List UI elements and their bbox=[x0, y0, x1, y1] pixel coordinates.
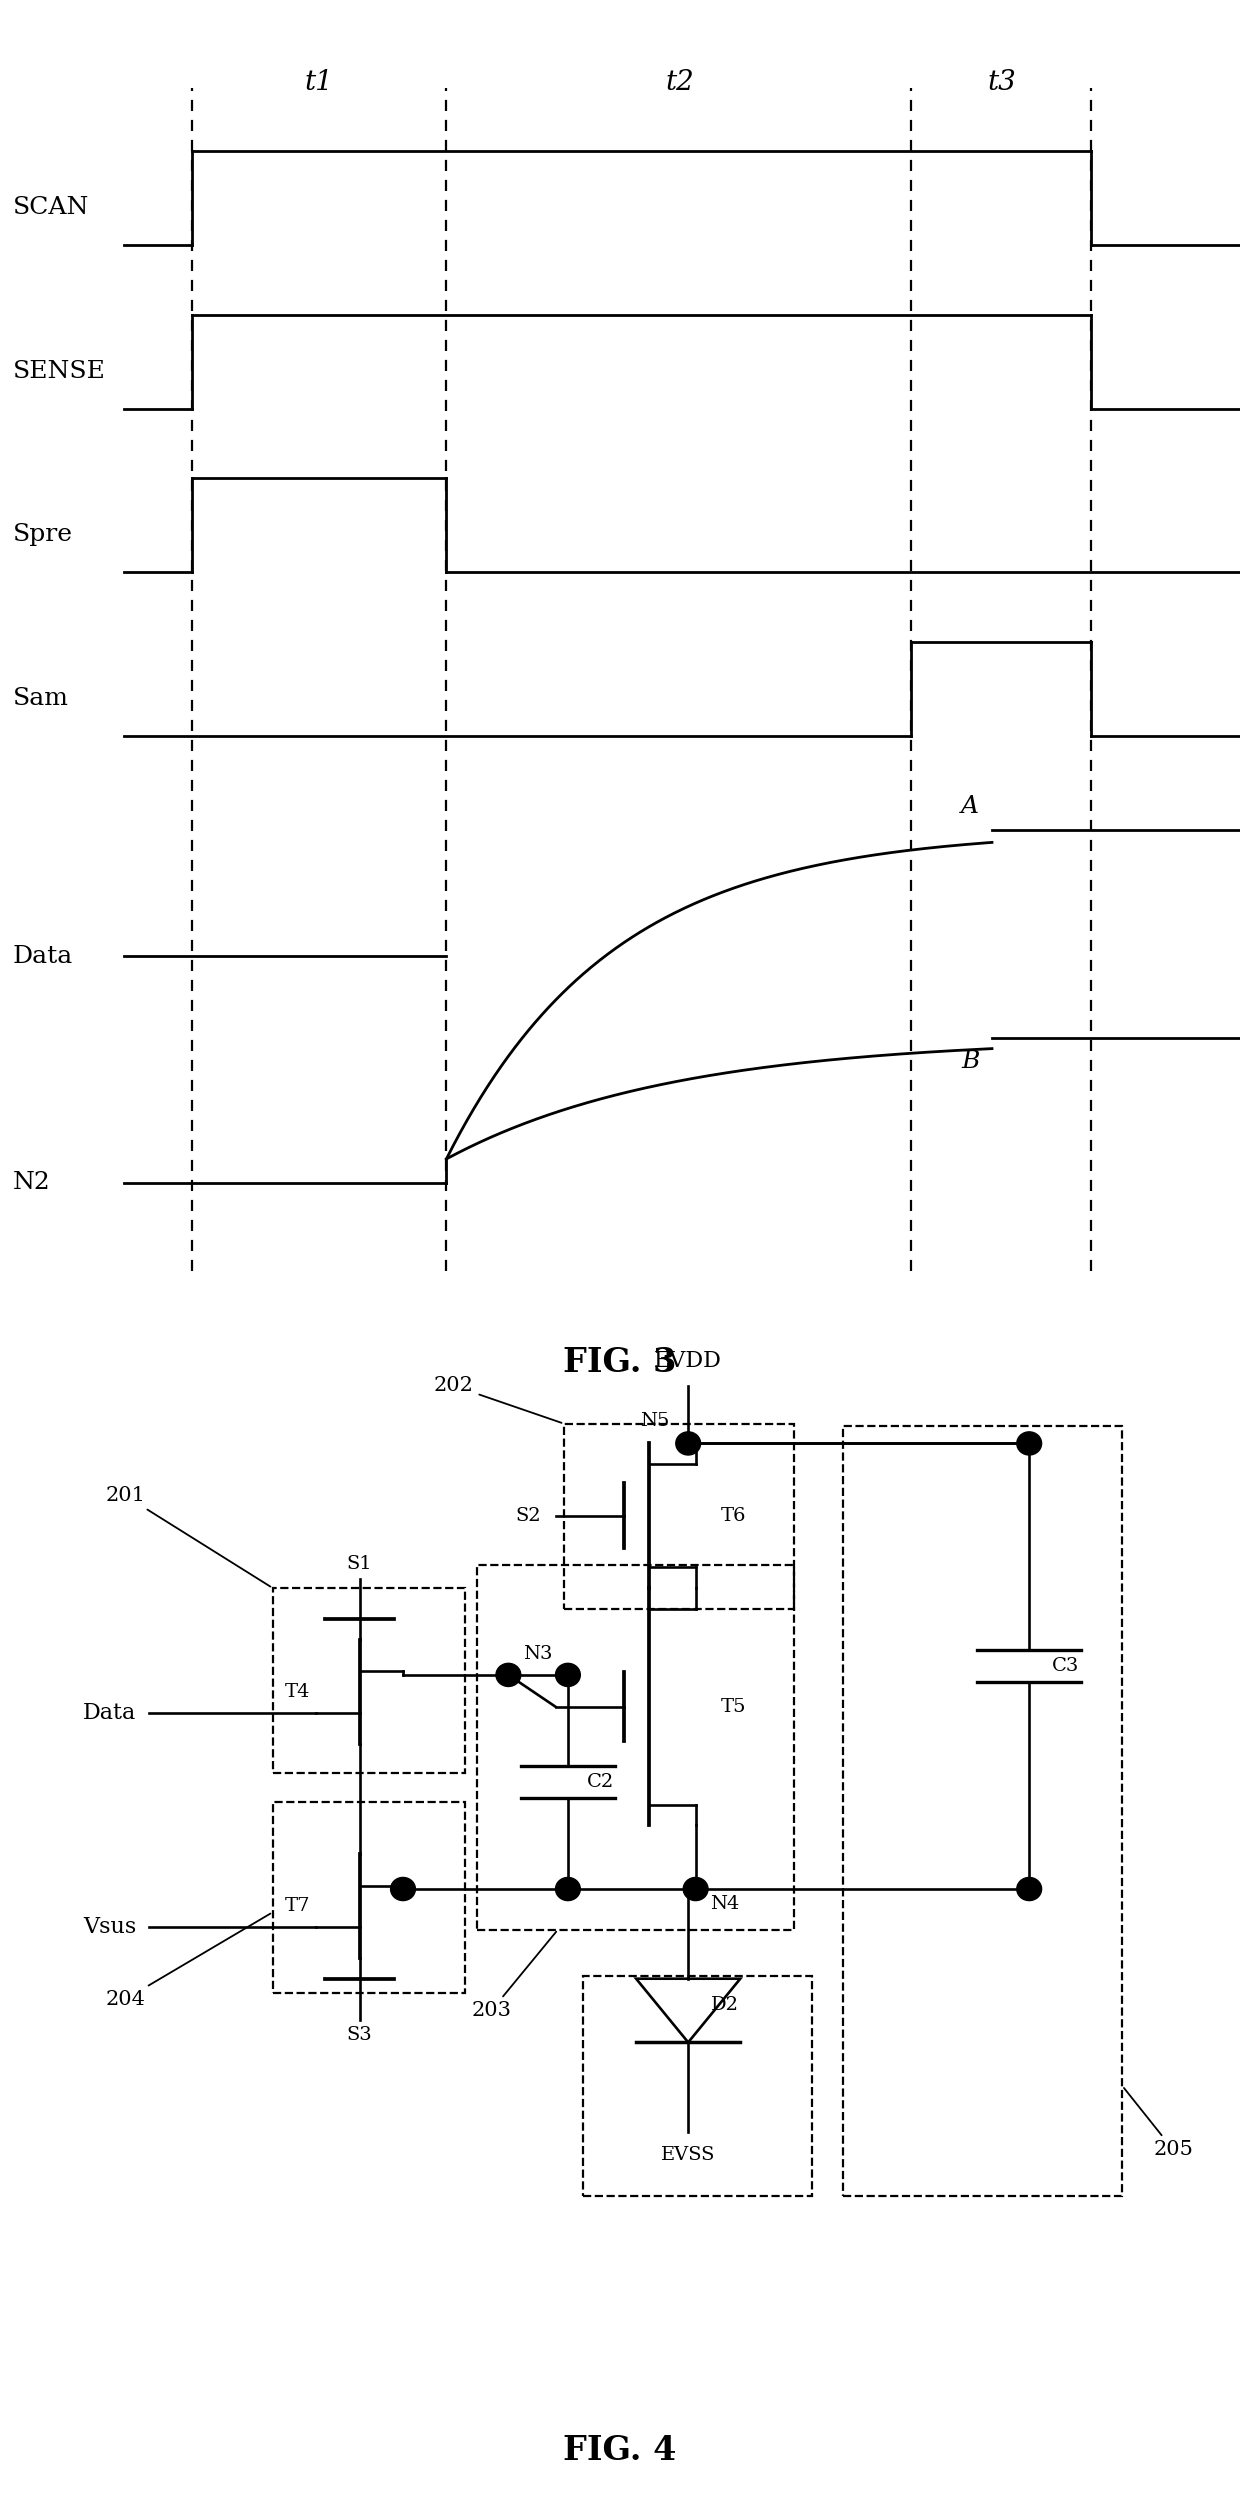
Circle shape bbox=[391, 1877, 415, 1900]
Text: FIG. 3: FIG. 3 bbox=[563, 1346, 677, 1379]
Text: Sam: Sam bbox=[12, 687, 68, 710]
Text: T7: T7 bbox=[285, 1897, 311, 1915]
Text: A: A bbox=[961, 795, 980, 818]
Text: t3: t3 bbox=[987, 70, 1017, 96]
Text: N2: N2 bbox=[12, 1170, 50, 1195]
Bar bbox=[273, 1801, 465, 1993]
Bar bbox=[477, 1565, 794, 1930]
Text: SENSE: SENSE bbox=[12, 360, 105, 382]
Circle shape bbox=[683, 1877, 708, 1900]
Text: S1: S1 bbox=[347, 1555, 372, 1572]
Text: T4: T4 bbox=[285, 1683, 311, 1701]
Text: 201: 201 bbox=[105, 1487, 270, 1588]
Text: Vsus: Vsus bbox=[83, 1917, 136, 1937]
Text: Spre: Spre bbox=[12, 523, 72, 546]
Circle shape bbox=[556, 1663, 580, 1686]
Text: Data: Data bbox=[12, 944, 73, 969]
Bar bbox=[564, 1424, 794, 1608]
Text: t1: t1 bbox=[304, 70, 334, 96]
Text: D2: D2 bbox=[711, 1995, 739, 2013]
Text: SCAN: SCAN bbox=[12, 196, 89, 219]
Bar bbox=[843, 1427, 1122, 2196]
Bar bbox=[583, 1975, 812, 2196]
Text: S3: S3 bbox=[347, 2025, 372, 2043]
Bar bbox=[273, 1588, 465, 1774]
Text: 205: 205 bbox=[1123, 2088, 1193, 2159]
Text: T5: T5 bbox=[720, 1698, 746, 1716]
Text: EVSS: EVSS bbox=[661, 2146, 715, 2164]
Circle shape bbox=[676, 1432, 701, 1454]
Text: 203: 203 bbox=[471, 1932, 557, 2020]
Text: C3: C3 bbox=[1052, 1658, 1079, 1676]
Circle shape bbox=[556, 1877, 580, 1900]
Text: N4: N4 bbox=[711, 1895, 740, 1912]
Text: S2: S2 bbox=[515, 1507, 541, 1525]
Text: 202: 202 bbox=[434, 1376, 562, 1424]
Text: N3: N3 bbox=[523, 1645, 553, 1663]
Circle shape bbox=[496, 1663, 521, 1686]
Text: FIG. 4: FIG. 4 bbox=[563, 2433, 677, 2466]
Text: N5: N5 bbox=[640, 1411, 670, 1429]
Text: t2: t2 bbox=[665, 70, 694, 96]
Text: B: B bbox=[961, 1052, 980, 1074]
Text: C2: C2 bbox=[587, 1774, 614, 1791]
Circle shape bbox=[1017, 1877, 1042, 1900]
Text: 204: 204 bbox=[105, 1915, 270, 2008]
Text: Data: Data bbox=[83, 1703, 136, 1723]
Circle shape bbox=[1017, 1432, 1042, 1454]
Text: EVDD: EVDD bbox=[655, 1349, 722, 1371]
Text: T6: T6 bbox=[720, 1507, 746, 1525]
